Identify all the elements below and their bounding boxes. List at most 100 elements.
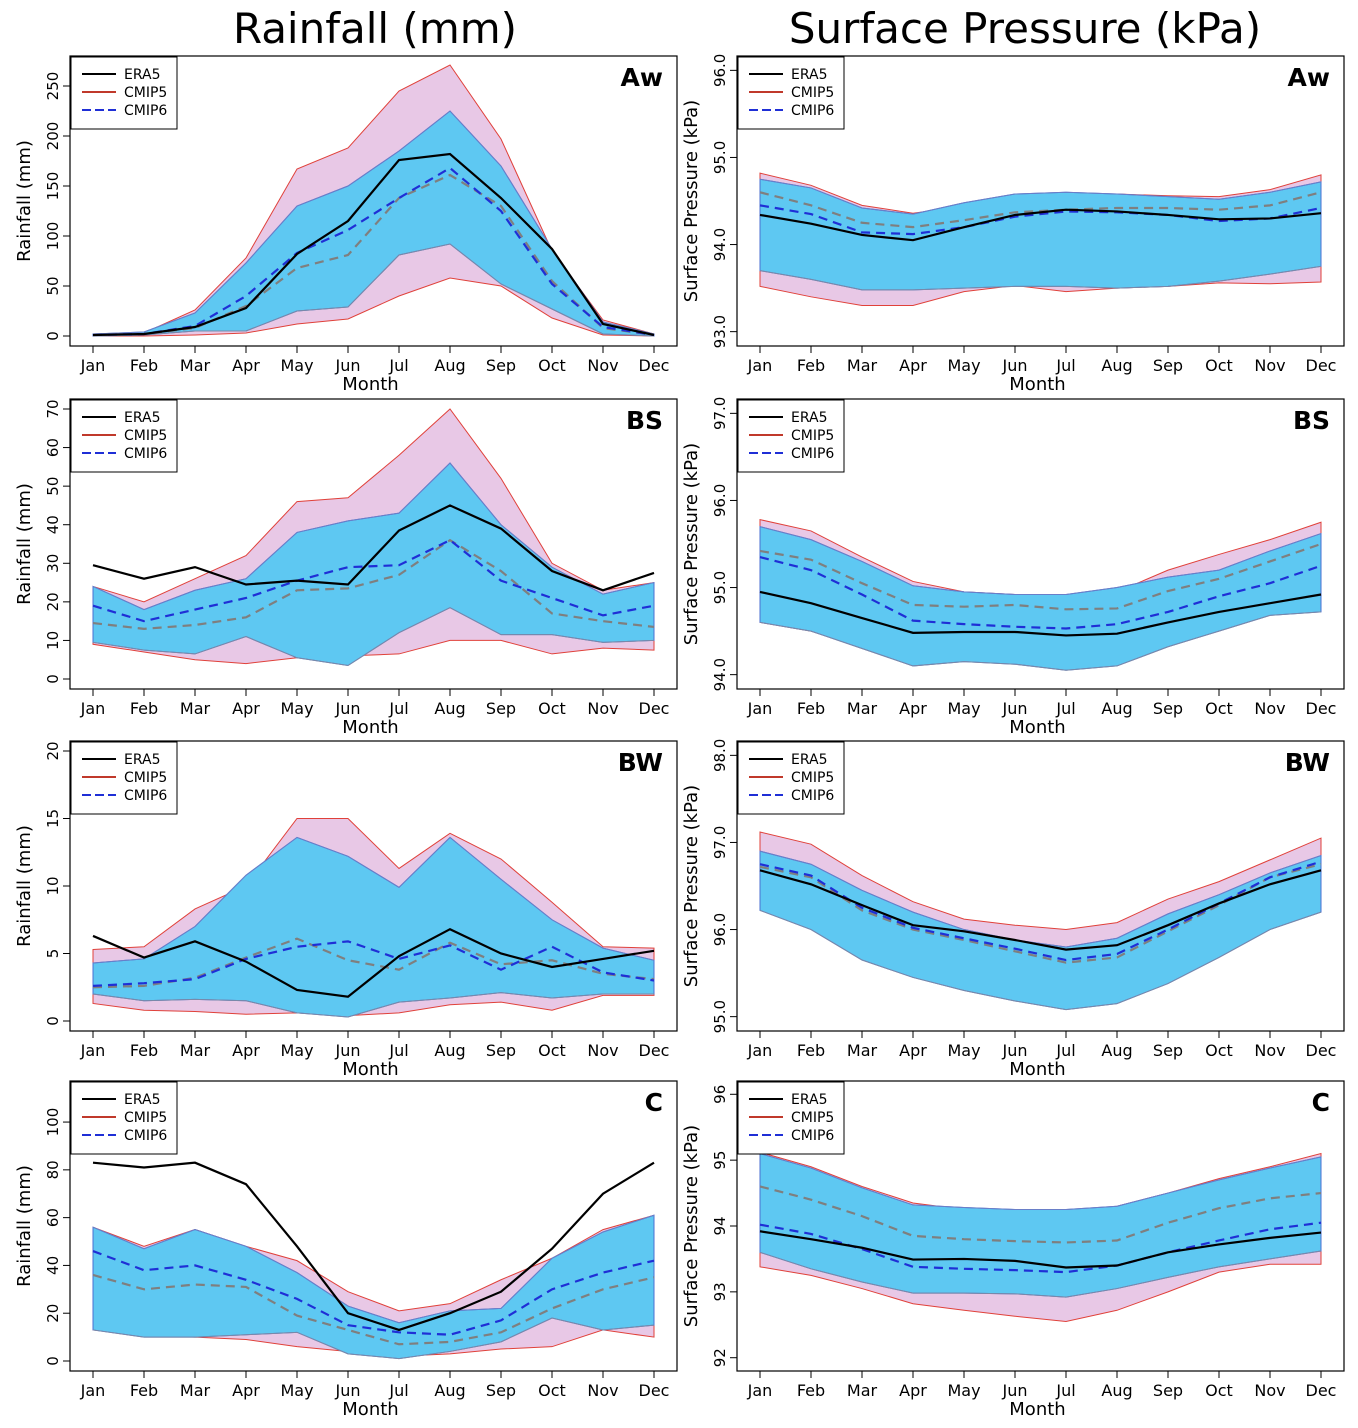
cmip6-lower-edge xyxy=(759,265,1322,291)
x-tick-label-mar: Mar xyxy=(180,1041,211,1060)
x-tick-label-sep: Sep xyxy=(486,1381,516,1400)
cmip6-upper-edge xyxy=(92,836,655,964)
x-axis-label: Month xyxy=(342,1059,398,1080)
x-tick-label-may: May xyxy=(280,699,313,718)
x-tick-label-feb: Feb xyxy=(130,356,158,375)
legend-label-cmip6: CMIP6 xyxy=(791,788,834,804)
x-axis-label: Month xyxy=(342,1399,398,1420)
era5-line xyxy=(92,152,655,337)
x-tick-label-nov: Nov xyxy=(587,1041,618,1060)
x-tick-label-aug: Aug xyxy=(1101,1041,1132,1060)
legend-label-era5: ERA5 xyxy=(791,410,828,426)
x-tick-label-jan: Jan xyxy=(747,356,773,375)
cmip6-upper-edge xyxy=(92,1214,655,1324)
x-tick-label-jul: Jul xyxy=(388,699,408,718)
cmip6-lower-edge xyxy=(759,611,1322,671)
plot-frame xyxy=(736,740,1345,1032)
x-tick-label-dec: Dec xyxy=(639,1041,670,1060)
x-tick-label-jul: Jul xyxy=(388,356,408,375)
x-tick-label-oct: Oct xyxy=(538,1381,566,1400)
y-tick-label: 97.0 xyxy=(711,397,729,430)
x-tick-label-sep: Sep xyxy=(486,699,516,718)
legend-label-cmip6: CMIP6 xyxy=(791,446,834,462)
x-tick-label-oct: Oct xyxy=(538,699,566,718)
x-tick-label-may: May xyxy=(947,1041,980,1060)
y-tick-label: 96.0 xyxy=(711,913,729,946)
x-tick-label-feb: Feb xyxy=(797,356,825,375)
x-tick-label-aug: Aug xyxy=(434,356,465,375)
x-tick-label-mar: Mar xyxy=(847,1381,878,1400)
y-tick-label: 200 xyxy=(44,122,62,151)
x-tick-label-feb: Feb xyxy=(797,1041,825,1060)
legend: ERA5 CMIP5 CMIP6 xyxy=(737,399,845,473)
x-tick-label-apr: Apr xyxy=(899,699,927,718)
legend-box xyxy=(737,399,845,473)
panel-label: BS xyxy=(626,406,663,435)
x-tick-label-jan: Jan xyxy=(80,356,106,375)
x-tick-label-oct: Oct xyxy=(538,356,566,375)
x-tick-label-nov: Nov xyxy=(1254,356,1285,375)
x-tick-label-jan: Jan xyxy=(80,699,106,718)
legend-label-cmip5: CMIP5 xyxy=(124,770,167,786)
x-tick-label-jul: Jul xyxy=(388,1041,408,1060)
x-tick-label-may: May xyxy=(280,1381,313,1400)
x-tick-label-mar: Mar xyxy=(180,1381,211,1400)
y-tick-label: 20 xyxy=(44,592,62,611)
x-tick-label-jun: Jun xyxy=(335,356,361,375)
x-tick-label-sep: Sep xyxy=(1153,1381,1183,1400)
y-tick-label: 95 xyxy=(711,1151,729,1170)
legend-label-cmip5: CMIP5 xyxy=(791,428,834,444)
y-tick-label: 95.0 xyxy=(711,571,729,604)
x-tick-label-may: May xyxy=(947,356,980,375)
y-axis-label: Rainfall (mm) xyxy=(14,140,35,262)
panel-aw-pressure: 93.0 94.0 95.0 96.0 Jan Feb Mar Apr May Jun Jul Aug… xyxy=(681,54,1345,395)
x-tick-label-jun: Jun xyxy=(335,1381,361,1400)
y-tick-label: 96.0 xyxy=(711,54,729,87)
x-tick-label-oct: Oct xyxy=(1205,1041,1233,1060)
y-tick-label: 50 xyxy=(44,276,62,295)
x-tick-label-aug: Aug xyxy=(434,1041,465,1060)
x-tick-label-apr: Apr xyxy=(899,356,927,375)
x-tick-label-feb: Feb xyxy=(130,1041,158,1060)
x-tick-label-apr: Apr xyxy=(899,1381,927,1400)
legend-label-cmip5: CMIP5 xyxy=(124,428,167,444)
y-axis-label: Rainfall (mm) xyxy=(14,1165,35,1287)
y-tick-label: 94 xyxy=(711,1216,729,1235)
legend: ERA5 CMIP5 CMIP6 xyxy=(737,56,845,130)
plot-frame xyxy=(736,398,1345,690)
era5-line xyxy=(92,1161,655,1332)
panel-label: BW xyxy=(618,748,663,777)
x-tick-label-oct: Oct xyxy=(1205,356,1233,375)
y-tick-label: 0 xyxy=(44,1016,62,1026)
x-tick-label-dec: Dec xyxy=(1306,356,1337,375)
y-tick-label: 150 xyxy=(44,172,62,201)
x-tick-label-dec: Dec xyxy=(639,356,670,375)
panel-bw-rainfall: 0 5 10 15 20 Jan Feb Mar Apr May Jun Jul Aug Sep Oct No… xyxy=(14,740,678,1080)
y-tick-label: 60 xyxy=(44,1208,62,1227)
x-tick-label-mar: Mar xyxy=(847,699,878,718)
legend: ERA5 CMIP5 CMIP6 xyxy=(70,56,178,130)
legend-label-era5: ERA5 xyxy=(791,752,828,768)
x-tick-label-jun: Jun xyxy=(335,1041,361,1060)
x-tick-label-dec: Dec xyxy=(1306,1381,1337,1400)
pressure-column-title: Surface Pressure (kPa) xyxy=(788,4,1262,53)
y-tick-label: 97.0 xyxy=(711,826,729,859)
y-tick-label: 250 xyxy=(44,72,62,101)
x-tick-label-oct: Oct xyxy=(1205,699,1233,718)
x-tick-label-feb: Feb xyxy=(130,699,158,718)
y-tick-label: 70 xyxy=(44,399,62,418)
y-tick-label: 5 xyxy=(44,949,62,959)
x-tick-label-may: May xyxy=(280,1041,313,1060)
panel-label: BW xyxy=(1285,748,1330,777)
x-tick-label-sep: Sep xyxy=(486,356,516,375)
y-tick-label: 0 xyxy=(44,1356,62,1366)
x-tick-label-sep: Sep xyxy=(486,1041,516,1060)
legend-label-era5: ERA5 xyxy=(791,1092,828,1108)
x-tick-label-nov: Nov xyxy=(1254,1381,1285,1400)
legend-label-cmip6: CMIP6 xyxy=(124,446,167,462)
panel-bs-pressure: 94.0 95.0 96.0 97.0 Jan Feb Mar Apr May Jun Jul Aug… xyxy=(681,397,1345,738)
x-axis-label: Month xyxy=(1009,374,1065,395)
x-tick-label-feb: Feb xyxy=(130,1381,158,1400)
panel-aw-rainfall: 0 50 100 150 200 250 Jan Feb Mar Apr May Jun Jul Aug S… xyxy=(14,55,678,395)
cmip5-mean-line xyxy=(759,1185,1322,1244)
